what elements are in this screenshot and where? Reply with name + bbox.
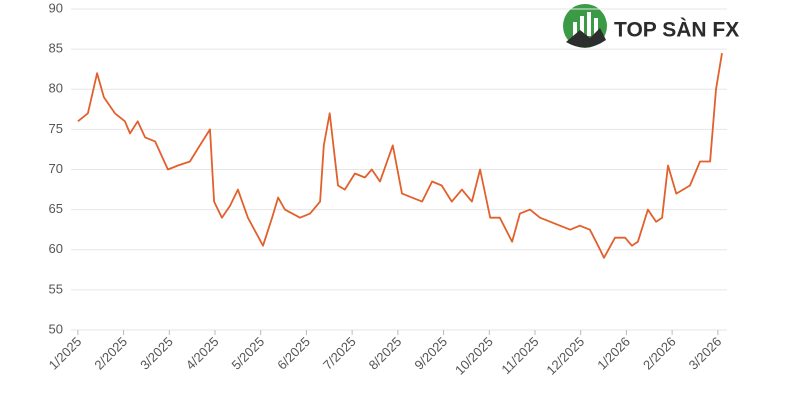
x-tick-label: 1/2026	[594, 334, 633, 373]
x-tick-label: 2/2025	[91, 334, 130, 373]
x-tick-label: 8/2025	[366, 334, 405, 373]
logo-icon	[563, 4, 607, 48]
y-tick-label: 65	[49, 201, 63, 216]
x-tick-label: 12/2025	[543, 334, 587, 378]
x-tick-label: 7/2025	[320, 334, 359, 373]
y-tick-label: 50	[49, 321, 63, 336]
y-tick-label: 85	[49, 41, 63, 56]
x-tick-label: 9/2025	[411, 334, 450, 373]
x-tick-label: 10/2025	[452, 334, 496, 378]
x-tick-label: 5/2025	[229, 334, 268, 373]
y-tick-label: 90	[49, 0, 63, 15]
x-tick-label: 6/2025	[274, 334, 313, 373]
x-tick-label: 2/2026	[640, 334, 679, 373]
price-line	[77, 52, 723, 259]
x-tick-label: 4/2025	[183, 334, 222, 373]
logo-text: TOP SÀN FX	[614, 19, 739, 42]
y-tick-label: 60	[49, 241, 63, 256]
x-tick-label: 3/2026	[686, 334, 725, 373]
x-tick-label: 3/2025	[137, 334, 176, 373]
y-tick-label: 55	[49, 281, 63, 296]
y-tick-label: 75	[49, 121, 63, 136]
y-tick-label: 80	[49, 81, 63, 96]
x-tick-label: 11/2025	[498, 334, 541, 377]
x-tick-label: 1/2025	[46, 334, 85, 373]
y-tick-label: 70	[49, 161, 63, 176]
